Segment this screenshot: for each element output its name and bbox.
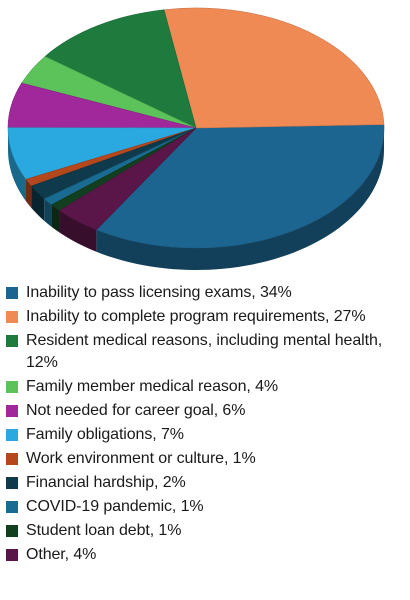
pie-side-wall: [96, 128, 384, 270]
legend-swatch: [6, 381, 18, 393]
legend-item-work-environment: Work environment or culture, 1%: [6, 448, 404, 470]
legend-swatch: [6, 525, 18, 537]
legend-label: COVID-19 pandemic, 1%: [26, 498, 204, 515]
legend-swatch: [6, 335, 18, 347]
legend-item-resident-medical: Resident medical reasons, including ment…: [6, 330, 404, 374]
legend-label: Other, 4%: [26, 546, 97, 563]
legend-swatch: [6, 453, 18, 465]
legend-label: Not needed for career goal, 6%: [26, 402, 246, 419]
pie-slice: [58, 127, 197, 231]
pie-slice: [163, 7, 385, 129]
pie-side-wall: [31, 186, 45, 221]
legend-swatch: [6, 429, 18, 441]
legend-label: Inability to pass licensing exams, 34%: [26, 284, 292, 301]
pie-top-faces: [7, 7, 385, 249]
pie-slice: [95, 124, 385, 249]
legend-label: Family member medical reason, 4%: [26, 378, 278, 395]
legend-swatch: [6, 311, 18, 323]
pie-slice: [44, 9, 197, 129]
legend-label: Work environment or culture, 1%: [26, 450, 256, 467]
legend-swatch: [6, 501, 18, 513]
legend-swatch: [6, 405, 18, 417]
legend-item-family-obligations: Family obligations, 7%: [6, 424, 404, 446]
legend-item-financial-hardship: Financial hardship, 2%: [6, 472, 404, 494]
pie-chart: [0, 0, 410, 282]
legend-swatch: [6, 287, 18, 299]
legend-label: Family obligations, 7%: [26, 426, 184, 443]
legend-item-other: Other, 4%: [6, 544, 404, 566]
legend-item-covid: COVID-19 pandemic, 1%: [6, 496, 404, 518]
legend-item-licensing-exams: Inability to pass licensing exams, 34%: [6, 282, 404, 304]
legend-item-student-loan: Student loan debt, 1%: [6, 520, 404, 542]
pie-side-wall: [44, 198, 52, 227]
legend-label: Student loan debt, 1%: [26, 522, 182, 539]
legend-label: Financial hardship, 2%: [26, 474, 186, 491]
legend-label: Inability to complete program requiremen…: [26, 308, 366, 325]
legend-swatch: [6, 549, 18, 561]
legend-item-career-goal: Not needed for career goal, 6%: [6, 400, 404, 422]
pie-side-wall: [51, 204, 60, 233]
chart-legend: Inability to pass licensing exams, 34% I…: [6, 282, 404, 568]
pie-chart-svg: [7, 7, 385, 270]
pie-side-wall: [59, 210, 97, 252]
legend-swatch: [6, 477, 18, 489]
pie-side-wall: [25, 179, 32, 209]
legend-label: Resident medical reasons, including ment…: [26, 332, 383, 371]
legend-item-program-requirements: Inability to complete program requiremen…: [6, 306, 404, 328]
legend-item-family-medical: Family member medical reason, 4%: [6, 376, 404, 398]
